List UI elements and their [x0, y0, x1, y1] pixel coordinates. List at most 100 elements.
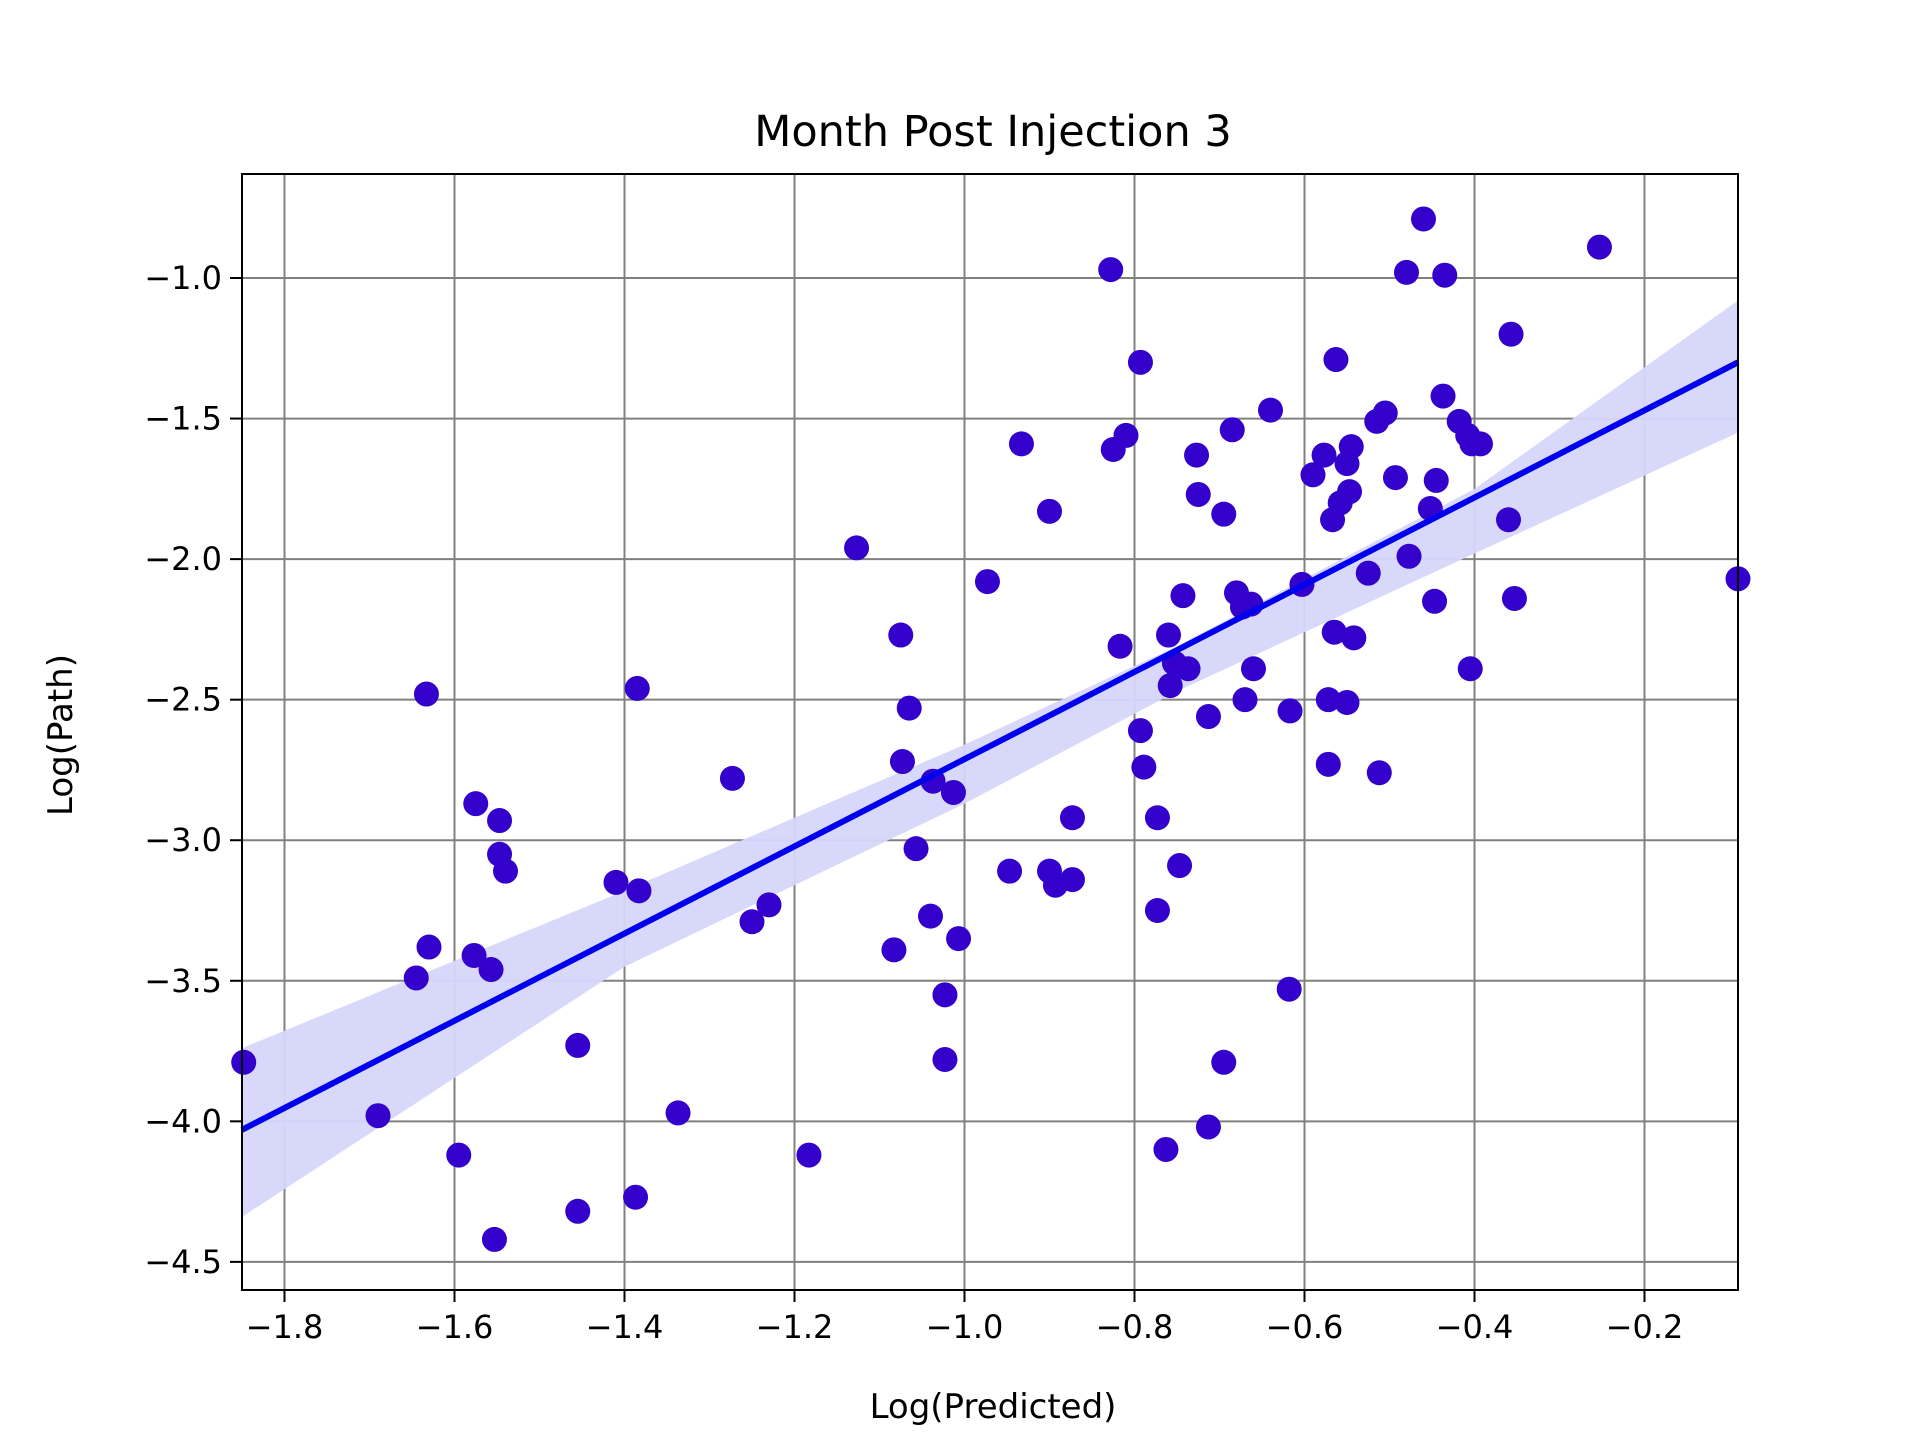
y-tick-label: −3.0: [144, 821, 222, 859]
x-tick-label: −0.2: [1606, 1308, 1684, 1346]
x-tick-label: −0.4: [1436, 1308, 1514, 1346]
data-point: [1195, 1114, 1221, 1140]
y-tick-label: −3.5: [144, 962, 222, 1000]
y-tick-label: −2.5: [144, 681, 222, 719]
data-point: [481, 1226, 507, 1252]
y-axis-label: Log(Path): [41, 654, 81, 816]
data-point: [1170, 583, 1196, 609]
data-point: [1156, 622, 1181, 648]
data-point: [665, 1100, 691, 1126]
data-point: [403, 965, 429, 991]
data-point: [1008, 431, 1034, 457]
data-point: [1338, 434, 1364, 460]
data-point: [461, 942, 487, 968]
data-point: [1323, 347, 1349, 373]
data-point: [1382, 465, 1408, 491]
data-point: [1423, 467, 1449, 493]
data-point: [565, 1032, 591, 1058]
data-point: [756, 892, 782, 918]
data-point: [1059, 805, 1085, 831]
confidence-band: [242, 300, 1738, 1217]
data-point: [416, 934, 442, 960]
data-point: [446, 1142, 472, 1168]
chart-title: Month Post Injection 3: [754, 107, 1231, 157]
x-axis-ticks: −1.8 −1.6 −1.4 −1.2 −1.0 −0.8 −0.6 −0.4 −0.2: [246, 1290, 1684, 1346]
data-point: [1321, 619, 1347, 645]
data-point: [1586, 234, 1612, 260]
data-point: [796, 1142, 822, 1168]
data-point: [719, 765, 745, 791]
data-point: [1366, 760, 1392, 786]
x-tick-label: −1.6: [416, 1308, 494, 1346]
data-point: [565, 1198, 591, 1224]
regression-line: [240, 359, 1740, 1133]
data-point: [413, 681, 439, 707]
data-point: [603, 869, 629, 895]
data-point: [1175, 656, 1201, 682]
data-point: [231, 1049, 257, 1075]
data-point: [903, 836, 929, 862]
x-tick-label: −1.2: [756, 1308, 834, 1346]
data-point: [932, 1046, 958, 1072]
data-point: [1241, 656, 1266, 682]
x-tick-label: −1.8: [246, 1308, 324, 1346]
data-point: [1315, 687, 1341, 713]
data-point: [1258, 397, 1283, 423]
data-point: [1127, 349, 1153, 375]
regression-line-path: [240, 359, 1740, 1133]
data-point: [1411, 206, 1436, 232]
data-point: [1144, 898, 1170, 924]
data-point: [1195, 704, 1221, 730]
data-point: [623, 1184, 649, 1210]
data-point: [1232, 687, 1258, 713]
data-point: [1059, 867, 1085, 893]
data-point: [974, 569, 1000, 595]
data-point: [1501, 585, 1527, 611]
data-point: [487, 808, 513, 834]
data-point: [1157, 673, 1183, 699]
data-point: [1276, 976, 1302, 1002]
data-point: [1037, 498, 1062, 524]
data-point: [1430, 383, 1456, 409]
data-point: [1315, 751, 1341, 777]
data-point: [1184, 442, 1210, 468]
data-point: [1396, 543, 1422, 569]
data-point: [1107, 633, 1133, 659]
x-tick-label: −1.0: [926, 1308, 1004, 1346]
data-point: [1211, 1049, 1237, 1075]
scatter-points: [231, 206, 1751, 1252]
data-point: [365, 1103, 391, 1129]
data-point: [493, 858, 518, 884]
y-tick-label: −4.5: [144, 1243, 222, 1281]
y-tick-label: −1.0: [144, 259, 222, 297]
data-point: [1098, 257, 1124, 283]
data-point: [1185, 481, 1211, 507]
confidence-band-area: [242, 300, 1738, 1217]
data-point: [1432, 262, 1458, 288]
data-point: [1144, 805, 1170, 831]
y-tick-label: −1.5: [144, 400, 222, 438]
x-tick-label: −0.8: [1096, 1308, 1174, 1346]
y-tick-label: −4.0: [144, 1102, 222, 1140]
x-axis-label: Log(Predicted): [870, 1387, 1117, 1427]
data-point: [1498, 321, 1524, 347]
data-point: [1457, 656, 1483, 682]
data-point: [1337, 479, 1363, 505]
data-point: [626, 878, 652, 904]
data-point: [1394, 259, 1419, 285]
data-point: [1153, 1136, 1179, 1162]
y-tick-label: −2.0: [144, 540, 222, 578]
data-point: [1167, 853, 1193, 879]
data-point: [1311, 442, 1337, 468]
plot-frame: [241, 173, 1739, 1291]
data-point: [478, 957, 504, 983]
y-axis-ticks: −1.0 −1.5 −2.0 −2.5 −3.0 −3.5 −4.0 −4.5: [144, 259, 242, 1281]
data-point: [1355, 560, 1381, 586]
data-point: [739, 909, 765, 935]
x-tick-label: −1.4: [586, 1308, 664, 1346]
data-point: [1496, 507, 1521, 533]
data-point: [1127, 718, 1153, 744]
data-point: [888, 622, 914, 648]
data-point: [918, 903, 943, 929]
